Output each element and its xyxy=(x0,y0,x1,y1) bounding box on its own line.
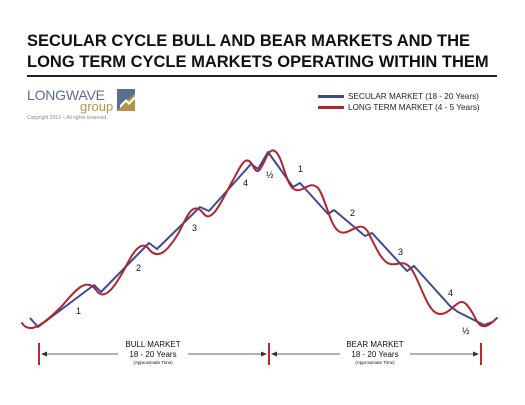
bear-cycle-label-half: ½ xyxy=(462,326,470,336)
legend-swatch-longterm xyxy=(318,106,344,109)
bear-cycle-label-4: 4 xyxy=(448,288,453,298)
longwave-logo: LONGWAVE group Copyright 2013 – All righ… xyxy=(27,87,137,127)
bull-cycle-label-4: 4 xyxy=(243,178,248,188)
bear-cycle-label-3: 3 xyxy=(398,247,403,257)
bull-cycle-label-3: 3 xyxy=(192,223,197,233)
legend-label-longterm: LONG TERM MARKET (4 - 5 Years) xyxy=(348,103,480,112)
logo-word-longwave: LONGWAVE xyxy=(27,87,105,103)
bull-cycle-label-1: 1 xyxy=(76,306,81,316)
diagram-title: SECULAR CYCLE BULL AND BEAR MARKETS AND … xyxy=(27,31,497,73)
bull-cycle-label-2: 2 xyxy=(136,263,141,273)
bear-market-span: 18 - 20 Years xyxy=(351,350,398,359)
logo-mark-icon xyxy=(117,89,135,111)
legend-label-secular: SECULAR MARKET (18 - 20 Years) xyxy=(348,92,479,101)
bear-market-name: BEAR MARKET xyxy=(346,340,403,349)
bear-cycle-label-1: 1 xyxy=(298,164,303,174)
bull-arrow-right-head xyxy=(261,351,267,357)
legend: SECULAR MARKET (18 - 20 Years) LONG TERM… xyxy=(318,91,480,113)
logo-word-group: group xyxy=(80,99,114,114)
title-line-2: LONG TERM CYCLE MARKETS OPERATING WITHIN… xyxy=(27,53,489,71)
legend-item-secular: SECULAR MARKET (18 - 20 Years) xyxy=(318,91,480,102)
long-term-market-line xyxy=(21,149,498,330)
bull-label-backdrop xyxy=(118,340,188,368)
legend-swatch-secular xyxy=(318,95,344,98)
bear-label-backdrop xyxy=(340,340,410,368)
title-underline xyxy=(27,75,497,77)
bear-arrow-left-head xyxy=(271,351,277,357)
title-line-1: SECULAR CYCLE BULL AND BEAR MARKETS AND … xyxy=(27,32,471,50)
secular-market-line xyxy=(29,151,493,328)
bull-arrow-left-head xyxy=(41,351,47,357)
logo-copyright: Copyright 2013 – All rights reserved. xyxy=(27,115,108,121)
legend-item-longterm: LONG TERM MARKET (4 - 5 Years) xyxy=(318,102,480,113)
bear-arrow-right-head xyxy=(473,351,479,357)
bull-market-span: 18 - 20 Years xyxy=(129,350,176,359)
timeline xyxy=(38,343,482,365)
bear-market-note: (Approximate Time) xyxy=(355,360,395,365)
bull-cycle-label-half: ½ xyxy=(266,170,274,180)
bull-market-name: BULL MARKET xyxy=(125,340,180,349)
bear-cycle-label-2: 2 xyxy=(350,208,355,218)
bull-market-note: (Approximate Time) xyxy=(133,360,173,365)
